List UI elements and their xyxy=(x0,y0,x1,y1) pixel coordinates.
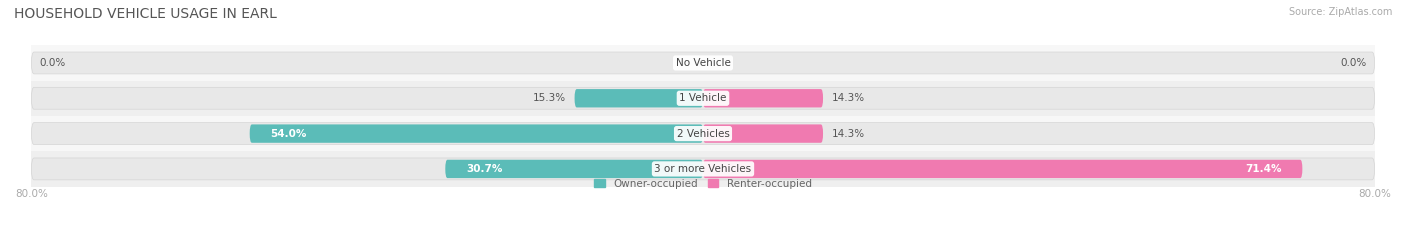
Text: 0.0%: 0.0% xyxy=(1340,58,1367,68)
Bar xyxy=(31,151,1375,187)
Text: 30.7%: 30.7% xyxy=(467,164,503,174)
FancyBboxPatch shape xyxy=(31,123,1375,144)
Legend: Owner-occupied, Renter-occupied: Owner-occupied, Renter-occupied xyxy=(591,174,815,193)
Text: 1 Vehicle: 1 Vehicle xyxy=(679,93,727,103)
Bar xyxy=(31,116,1375,151)
FancyBboxPatch shape xyxy=(31,158,1375,180)
FancyBboxPatch shape xyxy=(703,160,1302,178)
Bar xyxy=(31,81,1375,116)
Text: Source: ZipAtlas.com: Source: ZipAtlas.com xyxy=(1288,7,1392,17)
Text: 0.0%: 0.0% xyxy=(39,58,66,68)
FancyBboxPatch shape xyxy=(446,160,703,178)
FancyBboxPatch shape xyxy=(575,89,703,107)
Text: 15.3%: 15.3% xyxy=(533,93,567,103)
Text: HOUSEHOLD VEHICLE USAGE IN EARL: HOUSEHOLD VEHICLE USAGE IN EARL xyxy=(14,7,277,21)
FancyBboxPatch shape xyxy=(703,89,823,107)
Text: 3 or more Vehicles: 3 or more Vehicles xyxy=(654,164,752,174)
FancyBboxPatch shape xyxy=(703,124,823,143)
Bar xyxy=(31,45,1375,81)
Text: No Vehicle: No Vehicle xyxy=(675,58,731,68)
Text: 14.3%: 14.3% xyxy=(831,93,865,103)
FancyBboxPatch shape xyxy=(31,87,1375,109)
FancyBboxPatch shape xyxy=(250,124,703,143)
Text: 71.4%: 71.4% xyxy=(1244,164,1281,174)
Text: 2 Vehicles: 2 Vehicles xyxy=(676,129,730,139)
FancyBboxPatch shape xyxy=(31,52,1375,74)
Text: 14.3%: 14.3% xyxy=(831,129,865,139)
Text: 54.0%: 54.0% xyxy=(271,129,307,139)
